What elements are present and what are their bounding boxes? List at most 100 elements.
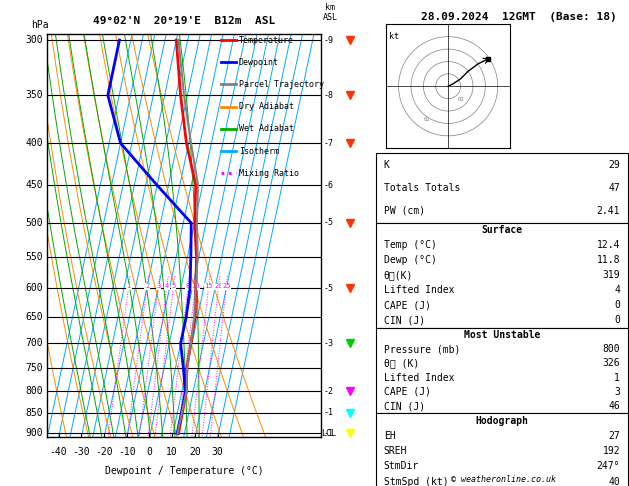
Text: Totals Totals: Totals Totals [384,183,460,193]
Bar [376,413,628,486]
Text: Parcel Trajectory: Parcel Trajectory [239,80,324,89]
Text: Mixing Ratio: Mixing Ratio [239,169,299,178]
Text: 40: 40 [608,477,620,486]
Text: 29: 29 [608,160,620,170]
Text: 3: 3 [157,283,160,289]
Text: Hodograph: Hodograph [476,416,528,426]
Text: 600: 600 [25,283,43,293]
Text: 0: 0 [615,300,620,310]
Text: CAPE (J): CAPE (J) [384,300,431,310]
Text: 30: 30 [212,448,223,457]
Text: 247°: 247° [597,461,620,471]
Text: PW (cm): PW (cm) [384,206,425,216]
Text: 0: 0 [147,448,152,457]
Text: 4: 4 [165,283,169,289]
Text: 27: 27 [608,431,620,441]
Text: Dewp (°C): Dewp (°C) [384,255,437,265]
Text: -20: -20 [95,448,113,457]
Text: 750: 750 [25,363,43,373]
Text: 850: 850 [25,408,43,418]
Text: 28.09.2024  12GMT  (Base: 18): 28.09.2024 12GMT (Base: 18) [421,12,617,22]
Text: θᴄ(K): θᴄ(K) [384,270,413,280]
Text: -7: -7 [324,139,333,148]
Text: 02: 02 [423,117,430,122]
Text: SREH: SREH [384,446,407,456]
Text: -3: -3 [324,339,333,348]
Text: 8: 8 [186,283,190,289]
Text: 350: 350 [25,90,43,100]
Text: 25: 25 [222,283,230,289]
Text: 10: 10 [166,448,178,457]
Text: CIN (J): CIN (J) [384,401,425,411]
Text: -5: -5 [324,284,333,293]
Text: Dry Adiabat: Dry Adiabat [239,102,294,111]
Text: 0: 0 [615,315,620,325]
Text: 47: 47 [608,183,620,193]
Text: 450: 450 [25,180,43,190]
Bar [376,153,628,223]
Text: 46: 46 [608,401,620,411]
Text: 550: 550 [25,252,43,262]
Text: 319: 319 [603,270,620,280]
Text: LCL: LCL [321,429,337,438]
Text: Most Unstable: Most Unstable [464,330,540,340]
Text: 15: 15 [204,283,213,289]
Text: kt: kt [389,32,399,41]
Text: 300: 300 [25,35,43,45]
Text: Wet Adiabat: Wet Adiabat [239,124,294,133]
Text: hPa: hPa [31,20,49,30]
Text: 800: 800 [603,344,620,354]
Text: -9: -9 [324,35,333,45]
Text: 49°02'N  20°19'E  B12m  ASL: 49°02'N 20°19'E B12m ASL [93,16,275,26]
Text: θᴄ (K): θᴄ (K) [384,358,419,368]
Text: 500: 500 [25,218,43,228]
Text: Pressure (mb): Pressure (mb) [384,344,460,354]
Text: 11.8: 11.8 [597,255,620,265]
Text: 650: 650 [25,312,43,322]
Text: Surface: Surface [481,225,523,235]
Text: CIN (J): CIN (J) [384,315,425,325]
Text: -30: -30 [72,448,90,457]
Text: 12.4: 12.4 [597,240,620,250]
Text: 900: 900 [25,429,43,438]
Bar [376,223,628,328]
Text: -10: -10 [118,448,136,457]
Text: © weatheronline.co.uk: © weatheronline.co.uk [451,474,555,484]
Text: 326: 326 [603,358,620,368]
Text: 20: 20 [189,448,201,457]
Text: StmDir: StmDir [384,461,419,471]
Text: -5: -5 [324,219,333,227]
Text: Lifted Index: Lifted Index [384,285,454,295]
Text: 192: 192 [603,446,620,456]
Text: Isotherm: Isotherm [239,146,279,156]
Text: 1: 1 [615,373,620,382]
Text: 4: 4 [615,285,620,295]
Text: 1: 1 [126,283,131,289]
Text: 10: 10 [191,283,199,289]
Text: -1: -1 [324,408,333,417]
Text: km
ASL: km ASL [323,2,337,22]
Text: Dewpoint / Temperature (°C): Dewpoint / Temperature (°C) [104,466,264,476]
Bar [376,328,628,413]
Text: Lifted Index: Lifted Index [384,373,454,382]
Text: EH: EH [384,431,396,441]
Text: 2: 2 [145,283,149,289]
Text: Temp (°C): Temp (°C) [384,240,437,250]
Text: 2.41: 2.41 [597,206,620,216]
Text: -6: -6 [324,181,333,190]
Text: 02: 02 [458,97,465,102]
Text: 20: 20 [214,283,223,289]
Text: -8: -8 [324,91,333,100]
Text: -1: -1 [324,429,333,438]
Text: StmSpd (kt): StmSpd (kt) [384,477,448,486]
Text: 3: 3 [615,387,620,397]
Text: Dewpoint: Dewpoint [239,58,279,67]
Text: 5: 5 [172,283,175,289]
Text: CAPE (J): CAPE (J) [384,387,431,397]
Text: 700: 700 [25,338,43,348]
Text: 800: 800 [25,386,43,396]
Text: 400: 400 [25,138,43,148]
Text: -2: -2 [324,387,333,396]
Text: -40: -40 [50,448,67,457]
Text: Temperature: Temperature [239,35,294,45]
